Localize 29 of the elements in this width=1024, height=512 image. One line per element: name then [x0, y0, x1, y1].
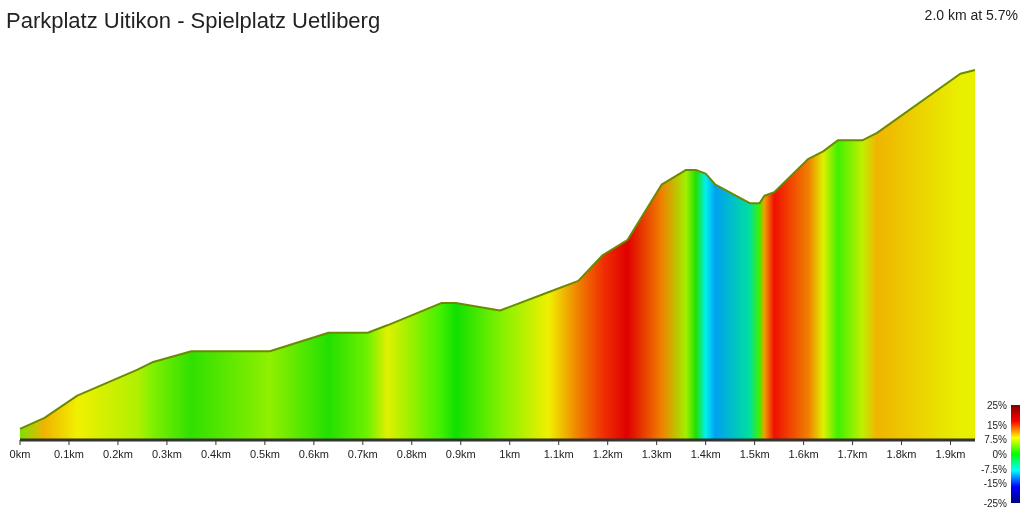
x-tick-label: 1.6km [788, 448, 819, 460]
x-tick-label: 0.3km [151, 448, 182, 460]
color-bar-label: 15% [986, 419, 1008, 431]
x-tick-label: 0.6km [298, 448, 329, 460]
chart-title: Parkplatz Uitikon - Spielplatz Uetliberg [6, 8, 381, 33]
x-tick-label: 1.5km [739, 448, 770, 460]
x-tick-label: 1.8km [886, 448, 917, 460]
x-tick-label: 0.7km [347, 448, 378, 460]
color-bar-label: 0% [992, 449, 1008, 460]
x-tick-label: 0.5km [249, 448, 280, 460]
x-tick-label: 0.8km [396, 448, 427, 460]
color-bar-label: 25% [986, 400, 1008, 411]
x-tick-label: 1.1km [543, 448, 574, 460]
x-tick-label: 0.4km [200, 448, 231, 460]
color-bar-label: -7.5% [980, 463, 1008, 475]
x-tick-label: 0.1km [53, 448, 84, 460]
color-bar-label: -15% [983, 478, 1008, 490]
x-tick-label: 1km [499, 448, 521, 460]
x-tick-label: 1.4km [690, 448, 721, 460]
x-tick-label: 1.3km [641, 448, 672, 460]
x-tick-label: 1.7km [837, 448, 868, 460]
color-bar-label: 7.5% [984, 434, 1008, 446]
x-tick-label: 0km [9, 448, 31, 460]
x-tick-label: 0.2km [102, 448, 133, 460]
x-tick-label: 1.2km [592, 448, 623, 460]
chart-subtitle: 2.0 km at 5.7% [924, 7, 1018, 23]
x-tick-label: 1.9km [935, 448, 966, 460]
x-tick-label: 0.9km [445, 448, 476, 460]
color-bar-label: -25% [983, 498, 1008, 509]
